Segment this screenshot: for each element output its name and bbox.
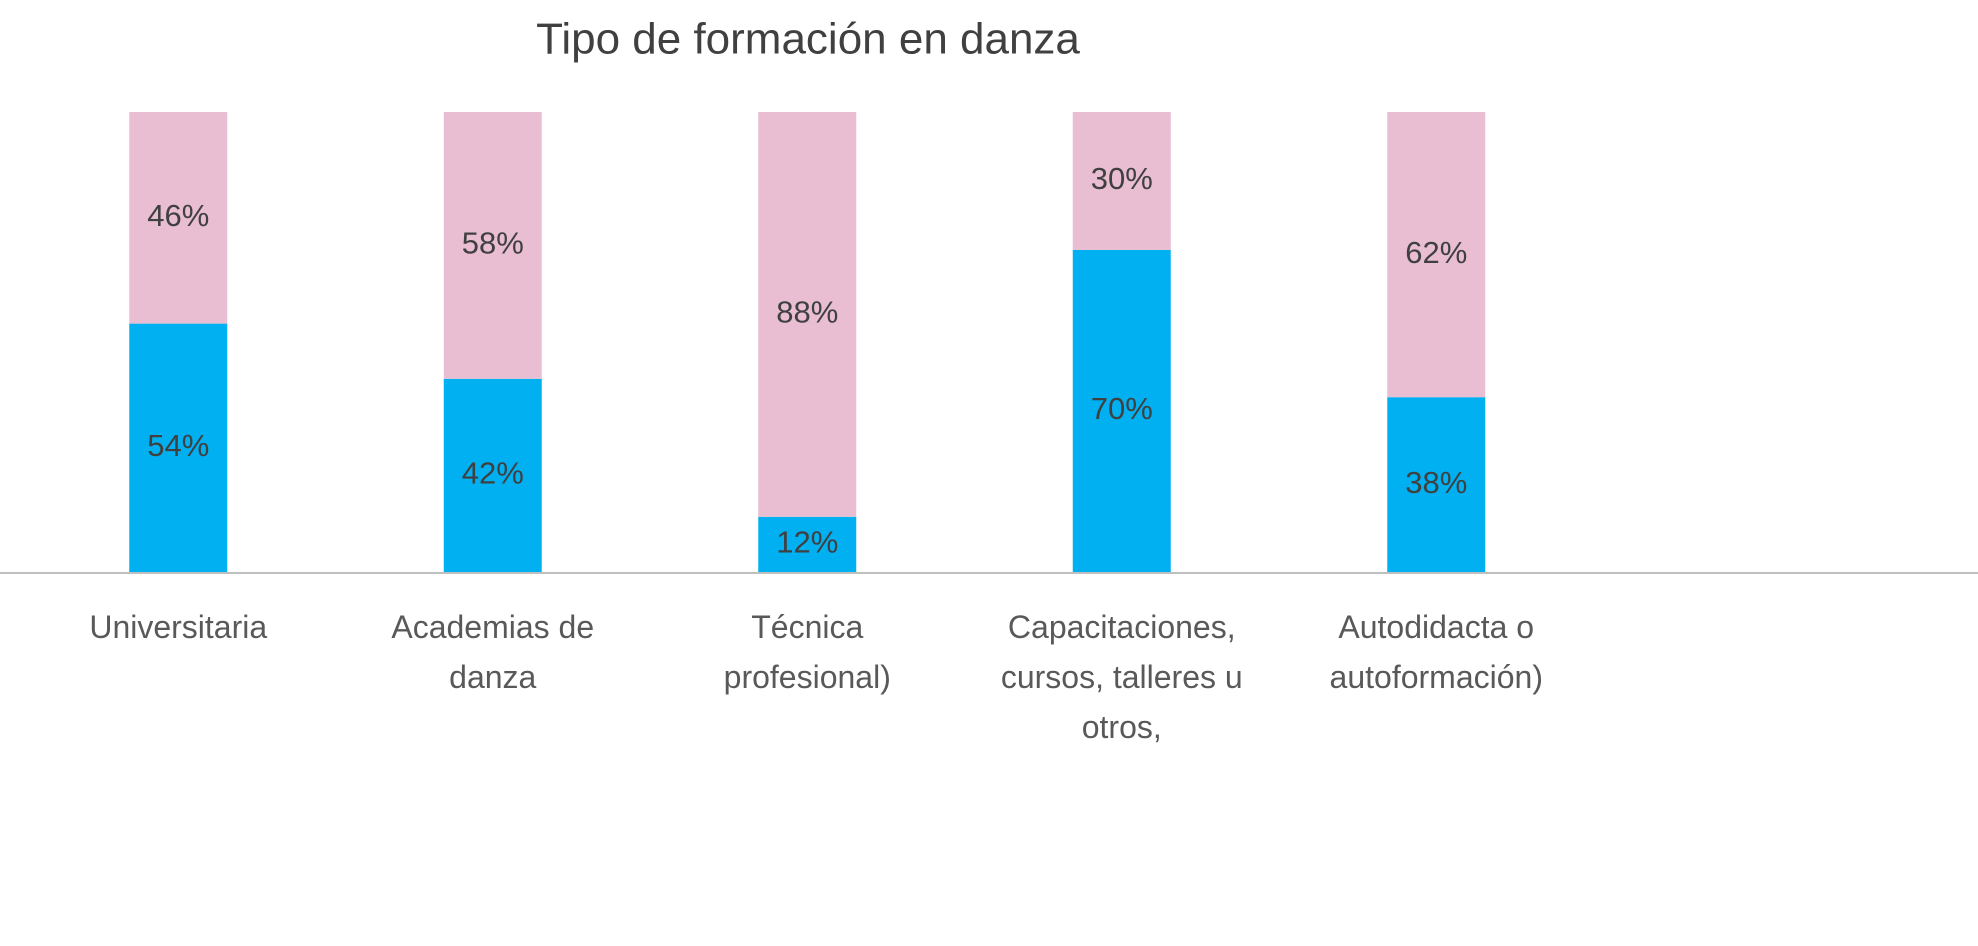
data-label: 70% <box>1091 391 1153 426</box>
data-label: 42% <box>462 456 524 491</box>
bar-segment <box>1387 397 1486 572</box>
data-label: 12% <box>776 525 838 560</box>
x-tick-label: Universitaria <box>89 609 267 645</box>
data-label: 58% <box>462 226 524 261</box>
data-label: 46% <box>147 198 209 233</box>
x-tick-label: Técnica profesional) <box>724 609 891 695</box>
bar-segment <box>758 516 857 572</box>
x-tick-label: Autodidacta o autoformación) <box>1330 609 1543 695</box>
data-label: 30% <box>1091 161 1153 196</box>
bar-segment <box>129 112 228 324</box>
bar-segment <box>443 112 542 379</box>
chart-title: Tipo de formación en danza <box>536 15 1080 64</box>
x-tick-label: Capacitaciones, cursos, talleres u otros, <box>1001 609 1243 745</box>
bar-segment <box>1072 250 1171 572</box>
data-label: 38% <box>1405 465 1467 500</box>
bar-segment <box>1387 112 1486 398</box>
data-label: 62% <box>1405 235 1467 270</box>
x-tick-label: Academias de danza <box>391 609 594 695</box>
bar-segment <box>443 378 542 572</box>
data-label: 54% <box>147 428 209 463</box>
bar-segment <box>1072 112 1171 250</box>
data-label: 88% <box>776 295 838 330</box>
bar-segment <box>129 323 228 572</box>
bar-segment <box>758 112 857 517</box>
